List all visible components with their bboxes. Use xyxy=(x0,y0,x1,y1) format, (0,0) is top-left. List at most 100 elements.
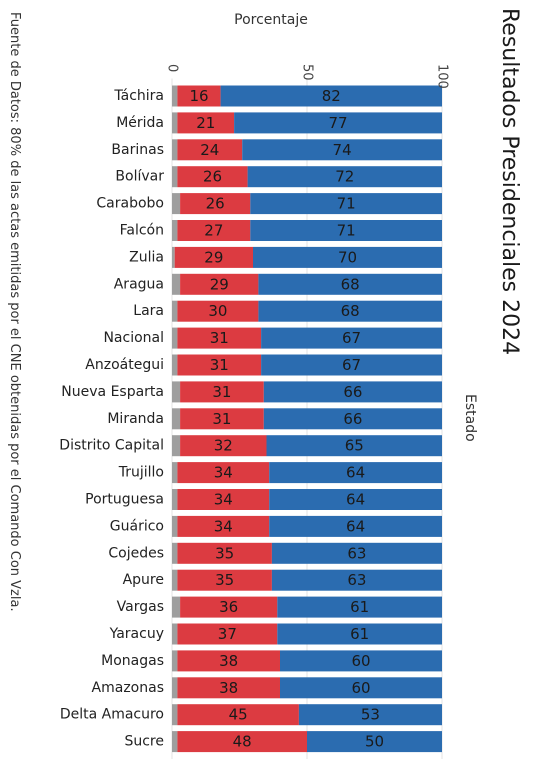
data-label: 64 xyxy=(346,517,365,535)
bar-segment xyxy=(177,220,251,241)
data-label: 63 xyxy=(347,544,366,562)
bar-segment xyxy=(172,596,181,618)
bar-segment xyxy=(172,300,178,322)
category-label: Bolívar xyxy=(115,169,164,185)
bar-segment xyxy=(172,650,178,672)
category-labels: Táchira Mérida Barinas Bolívar Carabobo Falcó… xyxy=(59,88,164,750)
data-label: 24 xyxy=(200,141,219,159)
data-label: 31 xyxy=(210,356,229,374)
data-label: 77 xyxy=(329,114,348,132)
bar-segment xyxy=(172,408,181,430)
category-label: Nacional xyxy=(103,330,164,346)
category-label: Táchira xyxy=(113,88,164,104)
category-label: Distrito Capital xyxy=(59,438,164,454)
bar-segment xyxy=(177,650,280,672)
bar-segment xyxy=(280,650,442,672)
bar-segment xyxy=(263,408,442,430)
bar-segment xyxy=(172,139,178,161)
data-label: 34 xyxy=(214,491,233,509)
bar-segment xyxy=(172,623,178,645)
bar-segment xyxy=(177,515,270,537)
data-label: 71 xyxy=(337,195,356,213)
data-label: 30 xyxy=(208,302,227,320)
bar-segment xyxy=(172,220,178,241)
bar-segment xyxy=(172,273,181,295)
data-label: 71 xyxy=(337,222,356,240)
data-label: 67 xyxy=(342,329,361,347)
data-label: 36 xyxy=(219,598,238,616)
bar-segment xyxy=(269,462,442,484)
bar-segment xyxy=(174,246,253,268)
bar-segment xyxy=(180,408,264,430)
data-label: 70 xyxy=(338,248,357,266)
data-label: 34 xyxy=(214,517,233,535)
bar-segment xyxy=(307,731,442,753)
data-label: 50 xyxy=(365,733,384,751)
bars xyxy=(172,85,442,753)
x-axis-title: Porcentaje xyxy=(234,12,308,28)
bar-segment xyxy=(172,327,178,349)
bar-segment xyxy=(172,112,178,134)
data-label: 29 xyxy=(210,275,229,293)
bar-segment xyxy=(250,220,442,241)
bar-segment xyxy=(172,731,178,753)
category-label: Aragua xyxy=(114,276,164,292)
data-label: 27 xyxy=(204,222,223,240)
x-tick-label: 50 xyxy=(300,64,315,81)
category-label: Falcón xyxy=(120,223,164,239)
data-label: 31 xyxy=(212,410,231,428)
bar-segment xyxy=(172,381,181,403)
bar-segment xyxy=(172,569,178,591)
bar-segment xyxy=(253,246,442,268)
bar-segment xyxy=(261,327,442,349)
source-note: Fuente de Datos: 80% de las actas emitid… xyxy=(7,12,22,612)
bar-segment xyxy=(269,489,442,510)
data-label: 72 xyxy=(335,168,354,186)
bar-segment xyxy=(180,596,278,618)
category-label: Nueva Esparta xyxy=(61,384,164,400)
bar-segment xyxy=(298,704,442,726)
bar-segment xyxy=(180,193,251,215)
bar-segment xyxy=(180,381,264,403)
data-label: 68 xyxy=(341,302,360,320)
data-label: 26 xyxy=(203,168,222,186)
bar-segment xyxy=(250,193,442,215)
x-tick-labels: 0 50 100 xyxy=(165,64,450,89)
data-label: 64 xyxy=(346,491,365,509)
data-label: 21 xyxy=(196,114,215,132)
bar-segment xyxy=(177,112,235,134)
bar-segment xyxy=(177,139,243,161)
data-label: 38 xyxy=(219,652,238,670)
category-label: Trujillo xyxy=(118,465,164,481)
data-label: 66 xyxy=(343,383,362,401)
data-label: 64 xyxy=(346,464,365,482)
data-label: 68 xyxy=(341,275,360,293)
data-label: 37 xyxy=(218,625,237,643)
bar-segment xyxy=(172,489,178,510)
bar-segment xyxy=(177,704,299,726)
data-label: 82 xyxy=(322,87,341,105)
data-label: 45 xyxy=(229,706,248,724)
bar-segment xyxy=(172,166,178,188)
category-label: Guárico xyxy=(110,518,164,534)
bar-segment xyxy=(261,354,442,376)
bar-segment xyxy=(242,139,442,161)
bar-segment xyxy=(177,166,248,188)
category-label: Portuguesa xyxy=(85,492,164,508)
data-label: 32 xyxy=(214,437,233,455)
bar-segment xyxy=(177,354,262,376)
bar-segment xyxy=(280,677,442,699)
category-label: Carabobo xyxy=(96,196,164,212)
data-label: 29 xyxy=(204,248,223,266)
category-label: Sucre xyxy=(124,734,164,750)
data-label: 67 xyxy=(342,356,361,374)
data-label: 31 xyxy=(210,329,229,347)
category-label: Delta Amacuro xyxy=(60,707,164,723)
bar-segment xyxy=(177,462,270,484)
bar-segment xyxy=(220,85,442,107)
bar-segment xyxy=(271,569,442,591)
bar-segment xyxy=(177,623,278,645)
chart-title: Resultados Presidenciales 2024 xyxy=(497,8,522,356)
bar-segment xyxy=(172,246,175,268)
category-label: Miranda xyxy=(107,411,164,427)
